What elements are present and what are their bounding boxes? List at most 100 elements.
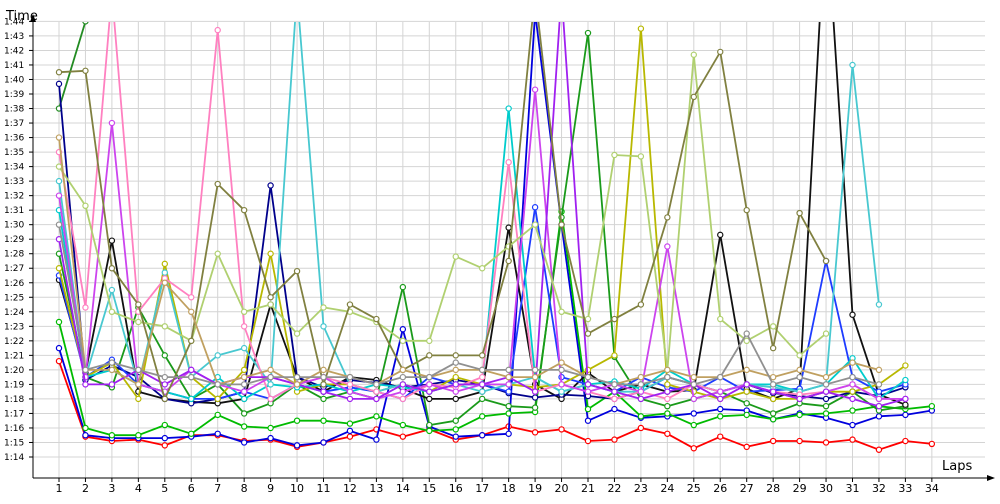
data-point — [849, 381, 856, 388]
data-point — [875, 381, 883, 388]
data-point — [531, 86, 539, 93]
series-17 — [55, 134, 883, 388]
series-18 — [55, 221, 883, 388]
data-point — [108, 359, 116, 366]
data-point — [293, 330, 301, 337]
data-point — [346, 395, 354, 403]
y-tick-label: 1:43 — [4, 32, 24, 42]
data-point — [346, 427, 354, 435]
data-point — [505, 159, 512, 166]
data-point — [822, 381, 830, 388]
data-point — [928, 402, 936, 410]
x-tick-label: 15 — [422, 482, 436, 495]
data-point — [505, 388, 512, 395]
data-point — [55, 192, 63, 199]
data-point — [664, 214, 671, 221]
data-point — [346, 388, 354, 395]
data-point — [902, 376, 909, 384]
data-point — [240, 410, 248, 417]
y-tick-label: 1:33 — [4, 177, 24, 187]
plot-area — [55, 22, 936, 453]
data-point — [505, 402, 512, 410]
data-point — [373, 395, 380, 403]
data-point — [240, 308, 248, 315]
x-tick-label: 1 — [56, 482, 63, 495]
data-point — [531, 429, 539, 436]
y-tick-label: 1:25 — [4, 293, 24, 303]
data-point — [55, 163, 63, 170]
y-axis-arrow — [30, 14, 36, 22]
data-point — [531, 366, 539, 374]
data-point — [161, 434, 168, 442]
data-point — [293, 417, 301, 424]
data-point — [320, 439, 327, 446]
data-point — [267, 294, 274, 301]
data-point — [690, 51, 698, 58]
data-point — [267, 424, 274, 432]
y-tick-label: 1:21 — [4, 351, 24, 361]
y-tick-label: 1:31 — [4, 206, 24, 216]
series-line — [58, 22, 87, 109]
data-point — [135, 395, 142, 403]
data-point — [743, 400, 750, 407]
data-point — [399, 421, 407, 429]
data-point — [611, 388, 618, 395]
series-line — [58, 137, 880, 386]
data-point — [822, 402, 830, 410]
data-point — [849, 407, 856, 414]
x-tick-label: 2 — [82, 482, 89, 495]
data-point — [822, 410, 830, 417]
data-point — [214, 250, 221, 257]
data-point — [531, 404, 539, 411]
y-tick-label: 1:22 — [4, 337, 24, 347]
data-point — [769, 388, 777, 395]
data-point — [902, 362, 909, 369]
data-point — [796, 411, 803, 419]
data-point — [796, 209, 803, 217]
data-point — [320, 373, 327, 381]
data-point — [505, 366, 512, 374]
data-point — [293, 442, 301, 449]
data-point — [584, 405, 592, 413]
x-tick-label: 17 — [475, 482, 489, 495]
data-point — [55, 177, 63, 185]
data-point — [426, 352, 433, 359]
x-tick-label: 31 — [846, 482, 860, 495]
data-point — [267, 250, 274, 257]
data-point — [108, 237, 116, 244]
x-tick-label: 5 — [161, 482, 168, 495]
data-point — [82, 381, 89, 388]
data-point — [320, 381, 327, 388]
data-point — [240, 206, 248, 214]
x-tick-label: 13 — [369, 482, 383, 495]
x-tick-label: 6 — [188, 482, 195, 495]
x-tick-label: 22 — [607, 482, 621, 495]
data-point — [267, 301, 274, 308]
y-tick-label: 1:39 — [4, 90, 24, 100]
data-point — [717, 395, 724, 403]
x-tick-label: 30 — [819, 482, 833, 495]
data-point — [849, 61, 856, 69]
data-point — [240, 439, 248, 446]
data-point — [558, 359, 565, 366]
data-point — [373, 413, 380, 420]
data-point — [214, 395, 221, 403]
series-line — [58, 224, 880, 386]
y-tick-label: 1:41 — [4, 61, 24, 71]
data-point — [875, 301, 883, 308]
y-tick-label: 1:44 — [4, 17, 24, 27]
data-point — [637, 381, 645, 388]
data-point — [293, 267, 301, 275]
data-point — [743, 443, 750, 451]
data-point — [505, 224, 512, 231]
data-point — [769, 437, 777, 445]
data-point — [822, 439, 830, 446]
data-point — [452, 253, 459, 260]
data-point — [108, 265, 116, 272]
data-point — [240, 323, 248, 330]
series-2 — [55, 22, 936, 449]
data-point — [584, 315, 592, 323]
data-point — [452, 381, 459, 388]
data-point — [452, 359, 459, 366]
data-point — [161, 373, 168, 381]
